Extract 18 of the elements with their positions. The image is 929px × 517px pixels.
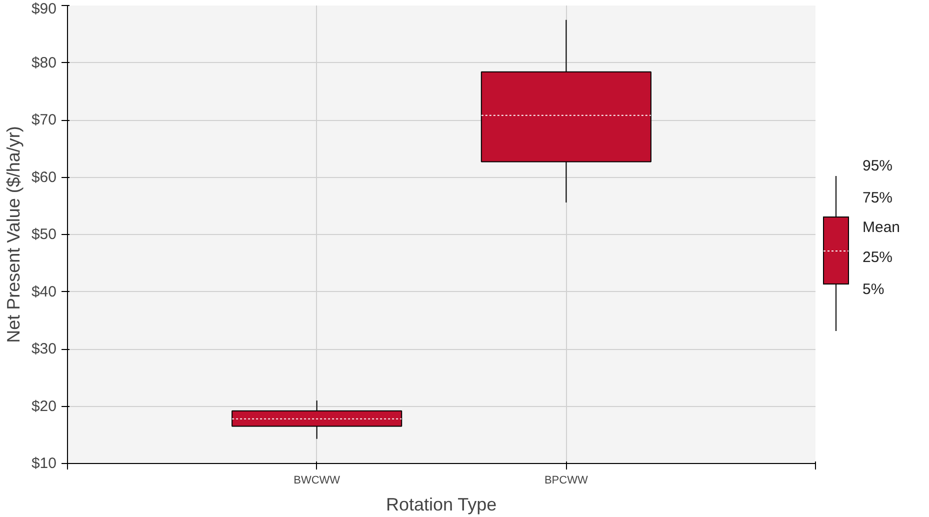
y-tick-label: $40 [31,283,57,300]
x-tick-label: BPCWW [544,474,588,486]
y-tick-label: $30 [31,340,57,358]
text: Mean [862,219,900,236]
x-axis-title: Rotation Type [386,494,497,514]
text: 25% [862,248,893,266]
text: 75% [862,189,893,206]
y-tick-label: $20 [31,398,57,415]
text: 5% [862,280,884,298]
x-tick-label: BWCWW [294,474,341,486]
y-tick-label: $90 [31,0,57,18]
y-tick-label: $70 [31,112,57,128]
y-tick-label: $10 [31,455,57,472]
y-axis-title: Net Present Value ($/ha/yr) [3,126,24,343]
text: 95% [862,157,893,174]
y-tick-label: $50 [31,226,57,243]
y-tick-label: $80 [31,54,57,72]
y-tick-label: $60 [31,168,57,186]
